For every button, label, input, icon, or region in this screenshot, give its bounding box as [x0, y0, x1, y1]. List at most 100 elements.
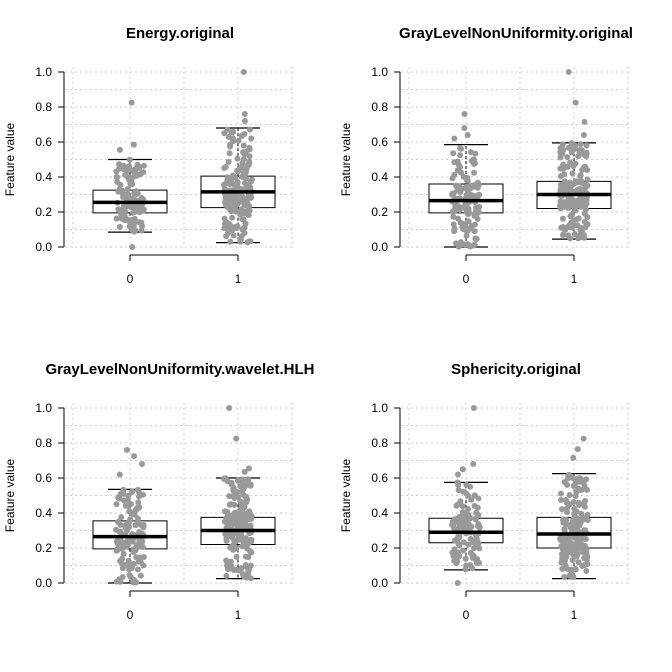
data-point: [582, 224, 589, 231]
data-point: [471, 241, 478, 248]
data-point: [562, 497, 569, 504]
data-point: [465, 541, 472, 548]
data-point: [228, 481, 235, 488]
data-point: [221, 165, 228, 172]
data-point: [247, 195, 254, 202]
data-point: [460, 539, 467, 546]
chart-title: GrayLevelNonUniformity.original: [399, 25, 633, 42]
data-point: [224, 199, 231, 206]
data-point: [135, 504, 142, 511]
data-point: [451, 159, 458, 166]
data-point: [132, 547, 139, 554]
data-point: [224, 203, 231, 210]
data-point: [139, 543, 146, 550]
data-point: [237, 523, 244, 530]
data-point: [571, 521, 578, 528]
data-point: [472, 150, 479, 157]
data-point: [584, 511, 591, 518]
data-point: [137, 572, 144, 579]
data-point: [469, 551, 476, 558]
data-point: [118, 560, 125, 567]
outlier-point: [461, 111, 468, 117]
data-point: [230, 487, 237, 494]
data-point: [228, 517, 235, 524]
outlier-point: [470, 461, 477, 467]
data-point: [139, 491, 146, 498]
data-point: [239, 476, 246, 483]
data-point: [120, 162, 127, 169]
data-point: [237, 238, 244, 245]
x-tick-label: 1: [235, 608, 242, 622]
data-point: [567, 524, 574, 531]
data-point: [456, 521, 463, 528]
outlier-point: [454, 471, 461, 478]
outlier-point: [226, 405, 233, 411]
data-point: [233, 553, 240, 560]
data-point: [467, 515, 474, 522]
data-point: [229, 175, 236, 182]
data-point: [460, 547, 467, 554]
data-point: [236, 164, 243, 171]
data-point: [572, 565, 579, 572]
y-tick-label: 0.4: [35, 170, 52, 184]
data-point: [116, 186, 123, 193]
data-point: [583, 476, 590, 483]
data-point: [456, 534, 463, 541]
y-tick-label: 0.6: [35, 135, 52, 149]
data-point: [450, 209, 457, 216]
data-point: [580, 546, 587, 553]
data-point: [451, 225, 458, 232]
y-tick-label: 0.6: [371, 135, 388, 149]
outlier-point: [451, 135, 458, 142]
data-point: [571, 146, 578, 153]
data-point: [226, 150, 233, 157]
data-point: [568, 140, 575, 147]
data-point: [572, 493, 579, 500]
data-point: [569, 170, 576, 177]
data-point: [470, 156, 477, 163]
data-point: [577, 197, 584, 204]
chart-title: Energy.original: [126, 25, 234, 42]
data-point: [239, 132, 246, 139]
data-point: [476, 191, 483, 198]
data-point: [467, 243, 474, 250]
y-axis-label: Feature value: [3, 458, 17, 532]
y-tick-label: 0.8: [35, 100, 52, 114]
data-point: [228, 543, 235, 550]
data-point: [570, 217, 577, 224]
data-point: [247, 523, 254, 530]
outlier-point: [574, 446, 581, 453]
data-point: [582, 206, 589, 213]
outlier-point: [130, 141, 137, 148]
data-point: [114, 174, 121, 181]
data-point: [140, 553, 147, 560]
data-point: [247, 575, 254, 582]
data-point: [449, 191, 456, 198]
data-point: [471, 212, 478, 219]
data-point: [140, 206, 147, 213]
data-point: [561, 526, 568, 533]
data-point: [562, 226, 569, 233]
data-point: [449, 175, 456, 182]
y-tick-label: 1.0: [35, 401, 52, 415]
data-point: [242, 167, 249, 174]
data-point: [131, 228, 138, 235]
data-point: [567, 159, 574, 166]
data-point: [471, 221, 478, 228]
data-point: [577, 227, 584, 234]
y-tick-label: 0.0: [35, 576, 52, 590]
data-point: [450, 150, 457, 157]
data-point: [563, 505, 570, 512]
data-point: [126, 156, 133, 163]
data-point: [467, 225, 474, 232]
data-point: [131, 167, 138, 174]
data-point: [239, 226, 246, 233]
data-point: [565, 542, 572, 549]
data-point: [248, 549, 255, 556]
data-point: [113, 215, 120, 222]
data-point: [231, 495, 238, 502]
chart-panel-1: Energy.original 0.0 0.2 0.4 0.6 0.8 1.0 Feature…: [3, 25, 295, 286]
data-point: [122, 191, 129, 198]
chart-panel-2: GrayLevelNonUniformity.original 0.0 0.2 0.4…: [339, 25, 633, 286]
data-point: [457, 144, 464, 151]
